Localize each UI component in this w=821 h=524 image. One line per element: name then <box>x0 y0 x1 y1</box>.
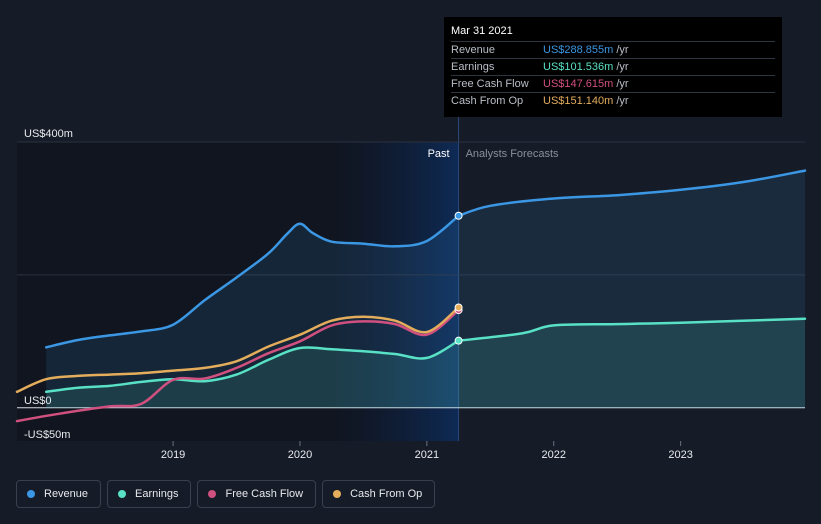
legend: Revenue Earnings Free Cash Flow Cash Fro… <box>16 480 436 508</box>
highlight-region <box>329 142 459 441</box>
legend-label: Cash From Op <box>350 488 423 500</box>
x-tick-label: 2022 <box>542 449 566 461</box>
forecast-label: Analysts Forecasts <box>466 148 559 160</box>
legend-dot-icon <box>208 490 217 498</box>
tooltip-value: US$151.140m <box>543 95 614 107</box>
legend-label: Revenue <box>44 488 89 500</box>
line-free-cash-flow <box>15 308 460 423</box>
area-earnings <box>46 340 459 408</box>
tooltip-label: Revenue <box>451 44 496 56</box>
tooltip-value: US$147.615m <box>543 78 614 90</box>
tooltip-label: Earnings <box>451 61 495 73</box>
tooltip-unit: /yr <box>616 61 629 73</box>
marker-earnings <box>454 336 463 345</box>
tooltip-row-earnings: Earnings US$101.536m /yr <box>451 58 775 75</box>
area-revenue <box>46 215 459 408</box>
tooltip-row-cash-from-op: Cash From Op US$151.140m /yr <box>451 92 775 109</box>
tooltip-unit: /yr <box>616 95 629 107</box>
legend-item-cash-from-op[interactable]: Cash From Op <box>322 480 436 508</box>
line-forecast-revenue <box>457 169 807 218</box>
tooltip-value: US$101.536m <box>543 61 614 73</box>
chart-area: US$400m US$0 -US$50m 2019 2020 2021 2022 2023 Pa… <box>15 100 807 461</box>
x-tick-label: 2021 <box>415 449 439 461</box>
legend-item-free-cash-flow[interactable]: Free Cash Flow <box>197 480 317 508</box>
past-label: Past <box>428 148 450 160</box>
legend-item-revenue[interactable]: Revenue <box>16 480 102 508</box>
x-tick-label: 2020 <box>288 449 312 461</box>
tooltip-label: Cash From Op <box>451 95 524 107</box>
legend-dot-icon <box>333 490 342 498</box>
line-forecast-earnings <box>457 317 807 342</box>
tooltip-unit: /yr <box>616 78 629 90</box>
x-tick-label: 2019 <box>161 449 185 461</box>
legend-dot-icon <box>118 490 127 498</box>
tooltip-date: Mar 31 2021 <box>451 25 513 37</box>
tooltip-label: Free Cash Flow <box>451 78 529 90</box>
legend-item-earnings[interactable]: Earnings <box>107 480 192 508</box>
marker-revenue <box>454 211 463 220</box>
tooltip: Mar 31 2021 Revenue US$288.855m /yr Earn… <box>444 17 782 117</box>
line-earnings <box>44 339 460 394</box>
y-tick-label: -US$50m <box>24 429 70 441</box>
line-cash-from-op <box>15 306 460 394</box>
line-revenue <box>44 214 460 349</box>
y-tick-label: US$400m <box>24 128 73 140</box>
tooltip-unit: /yr <box>616 44 629 56</box>
marker-cash-from-op <box>454 303 463 312</box>
y-tick-label: US$0 <box>24 395 52 407</box>
tooltip-value: US$288.855m <box>543 44 614 56</box>
x-tick-label: 2023 <box>668 449 692 461</box>
legend-label: Free Cash Flow <box>225 488 304 500</box>
legend-label: Earnings <box>135 488 179 500</box>
area-forecast-revenue <box>458 170 805 408</box>
tooltip-row-free-cash-flow: Free Cash Flow US$147.615m /yr <box>451 75 775 92</box>
area-forecast-earnings <box>458 318 805 408</box>
tooltip-row-revenue: Revenue US$288.855m /yr <box>451 41 775 58</box>
legend-dot-icon <box>27 490 35 498</box>
